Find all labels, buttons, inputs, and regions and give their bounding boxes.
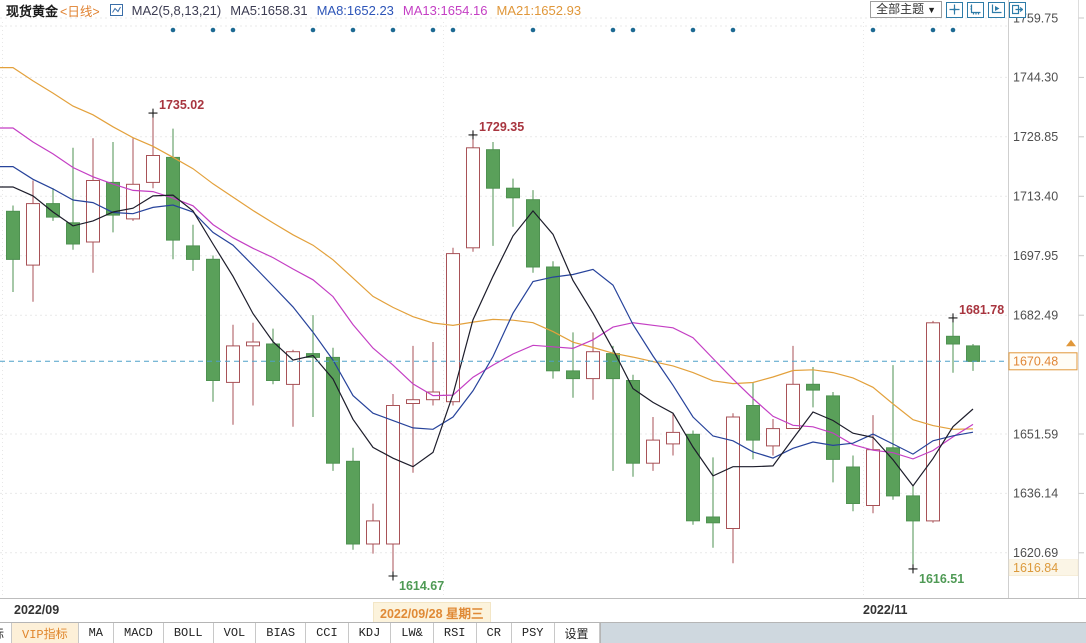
ma-label-3: MA13:1654.16: [402, 2, 488, 18]
symbol-name: 现货黄金: [6, 3, 59, 19]
ma-values: MA2(5,8,13,21) MA5:1658.31 MA8:1652.23 MA13…: [123, 3, 581, 18]
svg-text:1682.49: 1682.49: [1013, 309, 1058, 323]
ma-label-4: MA21:1652.93: [496, 2, 582, 18]
indicator-tab-BOLL[interactable]: BOLL: [163, 623, 214, 643]
indicator-tab-MACD[interactable]: MACD: [114, 623, 164, 643]
svg-text:1616.51: 1616.51: [919, 572, 964, 586]
indicator-tab-KDJ[interactable]: KDJ: [348, 623, 392, 643]
indicator-tab-BIAS[interactable]: BIAS: [256, 623, 307, 643]
indicator-toolbar: 标VIP指标MAMACDBOLLVOLBIASCCIKDJLW&RSICRPSY…: [0, 622, 1086, 643]
play-forward-icon[interactable]: [988, 1, 1005, 18]
svg-text:1670.48: 1670.48: [1013, 355, 1058, 369]
indicator-tab-CR[interactable]: CR: [476, 623, 512, 643]
crosshair-move-icon[interactable]: [946, 1, 963, 18]
clipped-side-tab[interactable]: 标: [0, 623, 12, 643]
header-right-controls: 全部主题 ▼: [870, 1, 1026, 18]
chart-type-icon[interactable]: [109, 4, 123, 16]
pan-right-icon[interactable]: [1009, 1, 1026, 18]
svg-text:1735.02: 1735.02: [159, 98, 204, 112]
date-axis-label: 2022/09: [14, 603, 60, 617]
indicator-tab-MA[interactable]: MA: [78, 623, 115, 643]
svg-text:1636.14: 1636.14: [1013, 487, 1058, 501]
axis-range-icon[interactable]: [967, 1, 984, 18]
svg-text:1744.30: 1744.30: [1013, 71, 1058, 85]
chart-svg[interactable]: 1670.481616.841759.751744.301728.851713.…: [0, 0, 1086, 598]
date-axis-label: 2022/11: [863, 603, 908, 617]
indicator-tab-LW&[interactable]: LW&: [391, 623, 434, 643]
svg-text:1614.67: 1614.67: [399, 579, 444, 593]
toolbar-empty-strip: [599, 623, 1086, 643]
selected-date-label: 2022/09/28 星期三: [373, 602, 491, 623]
indicator-tab-VOL[interactable]: VOL: [213, 623, 257, 643]
svg-text:1729.35: 1729.35: [479, 120, 524, 134]
svg-text:1728.85: 1728.85: [1013, 130, 1058, 144]
ma-label-2: MA8:1652.23: [316, 2, 394, 18]
svg-text:1697.95: 1697.95: [1013, 249, 1058, 263]
svg-text:1681.78: 1681.78: [959, 303, 1004, 317]
indicator-tab-VIP指标[interactable]: VIP指标: [12, 623, 79, 643]
svg-text:1713.40: 1713.40: [1013, 190, 1058, 204]
ma-label-0: MA2(5,8,13,21): [131, 2, 222, 18]
svg-text:1651.59: 1651.59: [1013, 427, 1058, 441]
indicator-tab-PSY[interactable]: PSY: [511, 623, 555, 643]
indicator-tab-CCI[interactable]: CCI: [306, 623, 349, 643]
period-label[interactable]: <日线>: [60, 4, 100, 19]
chart-header: 现货黄金 <日线> MA2(5,8,13,21) MA5:1658.31 MA8:1…: [0, 0, 1086, 20]
svg-text:1620.69: 1620.69: [1013, 546, 1058, 560]
date-axis: 2022/09 2022/09/28 星期三 2022/11: [0, 598, 1086, 623]
indicator-tab-设置[interactable]: 设置: [554, 623, 600, 643]
ma-label-1: MA5:1658.31: [230, 2, 308, 18]
svg-text:1616.84: 1616.84: [1013, 561, 1058, 575]
theme-dropdown[interactable]: 全部主题 ▼: [870, 1, 942, 18]
indicator-tab-RSI[interactable]: RSI: [433, 623, 477, 643]
candlestick-chart[interactable]: 1670.48 1616.84 1759.75 1744.30 1728.85 1713.…: [0, 0, 1086, 598]
chevron-down-icon: ▼: [927, 5, 936, 15]
